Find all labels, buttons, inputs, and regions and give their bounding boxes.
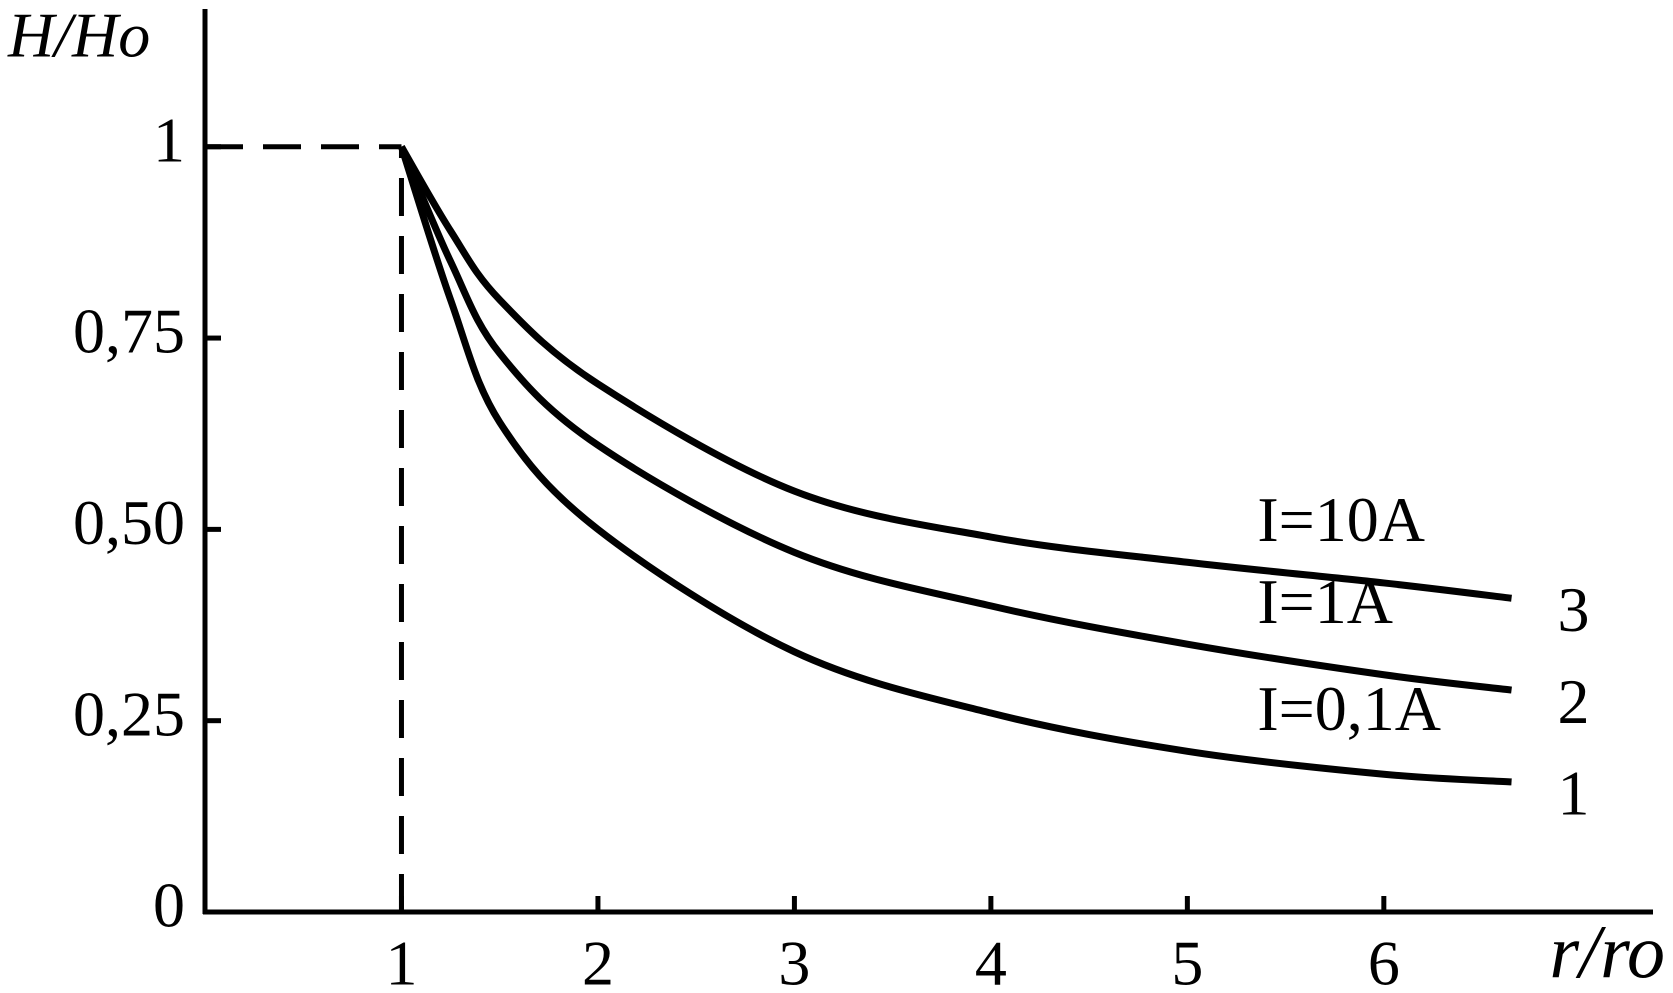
- curve-label: I=0,1A: [1257, 673, 1441, 744]
- y-tick-label: 1: [153, 104, 185, 175]
- y-tick-label: 0,25: [73, 678, 185, 749]
- y-tick-label: 0,50: [73, 487, 185, 558]
- curve-label: I=10A: [1257, 484, 1425, 555]
- curve-number: 2: [1558, 666, 1590, 737]
- y-tick-label: 0: [153, 870, 185, 941]
- curve: [398, 145, 1512, 786]
- x-tick-label: 2: [582, 928, 614, 993]
- x-tick-label: 6: [1368, 928, 1400, 993]
- y-tick-label: 0,75: [73, 296, 185, 367]
- x-tick-label: 4: [975, 928, 1007, 993]
- curve: [398, 145, 1512, 694]
- y-axis-title: H/Ho: [7, 0, 150, 71]
- curve-label: I=1A: [1257, 566, 1393, 637]
- x-tick-label: 5: [1171, 928, 1203, 993]
- curve-number: 3: [1558, 574, 1590, 645]
- x-axis-title: r/ro: [1550, 910, 1665, 993]
- x-tick-label: 3: [778, 928, 810, 993]
- x-tick-label: 1: [385, 928, 417, 993]
- curve-number: 1: [1558, 758, 1590, 829]
- curve: [398, 144, 1512, 602]
